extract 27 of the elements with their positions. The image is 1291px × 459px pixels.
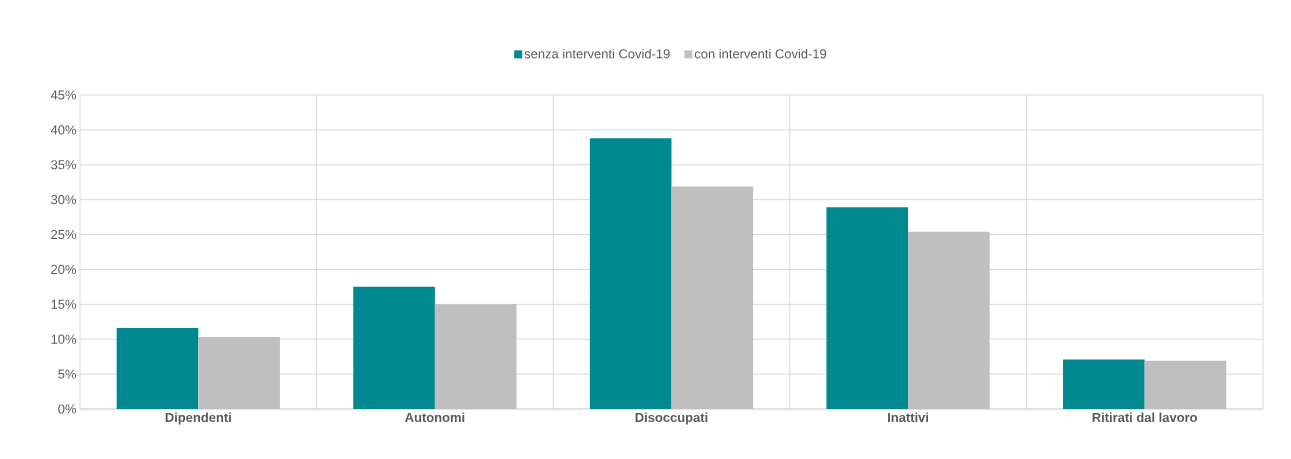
y-tick-label: 45% <box>50 90 77 100</box>
y-tick-label: 10% <box>51 334 77 344</box>
y-tick-label: 25% <box>51 229 77 240</box>
bar <box>1144 360 1227 409</box>
y-tick-label: 0% <box>58 404 77 414</box>
y-tick-label: 35% <box>51 160 77 170</box>
legend-label: con interventi Covid-19 <box>694 48 827 59</box>
bar <box>1063 359 1145 409</box>
bar <box>434 304 517 409</box>
bar <box>826 207 909 409</box>
x-tick-label: Disoccupati <box>635 412 708 425</box>
y-tick-label: 40% <box>50 125 77 135</box>
bar <box>589 138 672 409</box>
x-tick-label: Dipendenti <box>165 412 231 425</box>
y-tick-label: 20% <box>51 264 77 275</box>
y-tick-label: 5% <box>58 369 77 379</box>
bar <box>908 231 990 409</box>
legend-label: senza interventi Covid-19 <box>524 48 670 59</box>
bar <box>198 337 280 409</box>
bar <box>116 328 199 409</box>
bar <box>671 186 754 409</box>
bar <box>353 286 435 409</box>
y-tick-label: 15% <box>51 299 77 309</box>
y-tick-label: 30% <box>51 195 77 205</box>
x-tick-label: Autonomi <box>405 412 465 423</box>
x-tick-label: Inattivi <box>888 412 929 423</box>
x-tick-label: Ritirati dal lavoro <box>1092 412 1198 423</box>
